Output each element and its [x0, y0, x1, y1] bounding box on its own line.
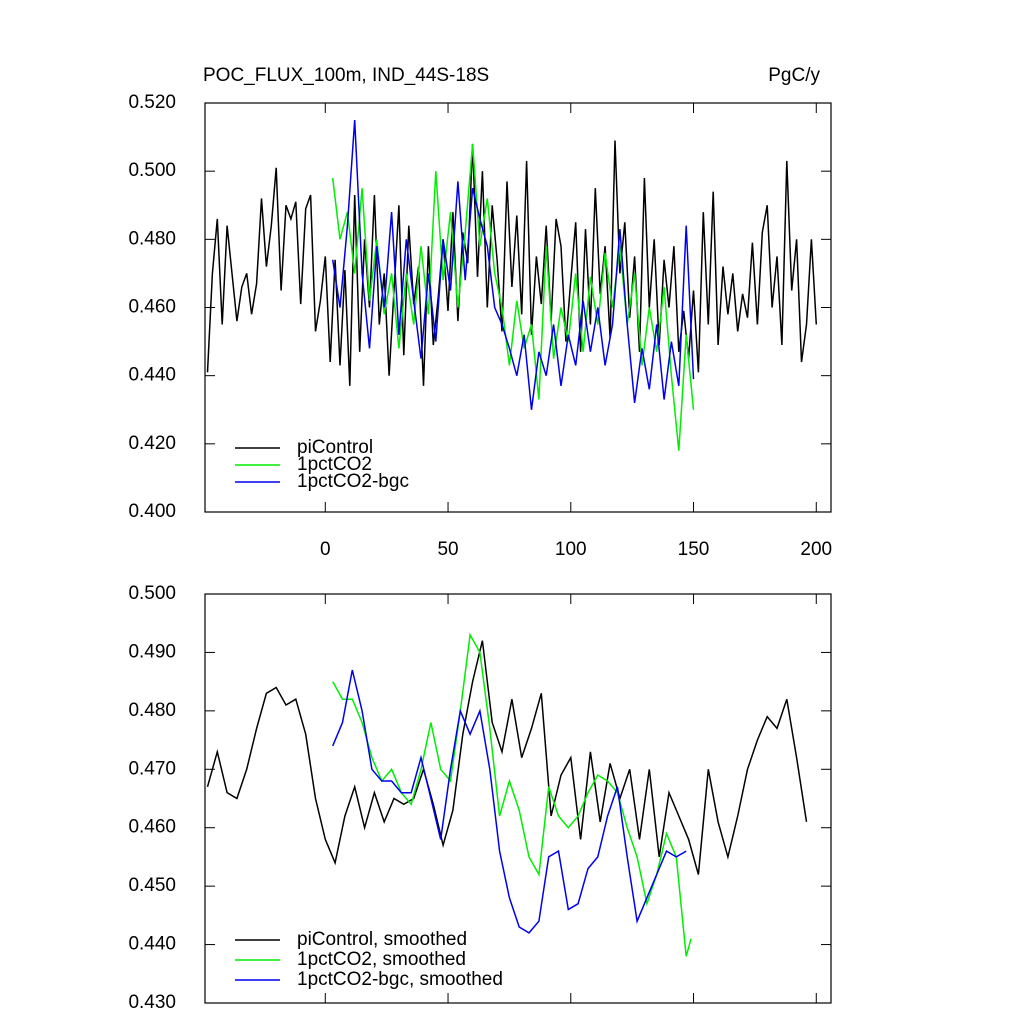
line-series [206, 640, 808, 875]
y-tick-label: 0.440 [128, 365, 176, 386]
line-series [332, 632, 692, 957]
legend-label: 1pctCO2-bgc, smoothed [297, 969, 503, 990]
y-tick-label: 0.430 [128, 992, 176, 1013]
y-tick-label: 0.440 [128, 934, 176, 955]
y-tick-label: 0.480 [128, 228, 176, 249]
legend-label: 1pctCO2, smoothed [297, 949, 466, 970]
chart-title: POC_FLUX_100m, IND_44S-18S [203, 65, 489, 86]
x-tick-label: 200 [800, 539, 832, 560]
y-tick-label: 0.500 [128, 583, 176, 604]
legend-label: piControl [297, 437, 373, 458]
line-series [332, 669, 687, 934]
legend-label: piControl, smoothed [297, 929, 467, 950]
y-tick-label: 0.500 [128, 160, 176, 181]
units-label: PgC/y [768, 65, 820, 86]
line-series [331, 119, 695, 410]
y-tick-label: 0.490 [128, 641, 176, 662]
y-tick-label: 0.450 [128, 875, 176, 896]
line-series [331, 143, 695, 451]
x-tick-label: 150 [678, 539, 710, 560]
x-tick-label: 0 [320, 539, 331, 560]
y-tick-label: 0.470 [128, 758, 176, 779]
y-tick-label: 0.460 [128, 817, 176, 838]
line-series [206, 140, 818, 386]
y-tick-label: 0.400 [128, 501, 176, 522]
plot-frame [204, 593, 832, 1004]
y-tick-label: 0.520 [128, 92, 176, 113]
y-tick-label: 0.460 [128, 297, 176, 318]
y-tick-label: 0.420 [128, 433, 176, 454]
legend-label: 1pctCO2-bgc [297, 471, 409, 492]
x-tick-label: 50 [437, 539, 458, 560]
x-tick-label: 100 [555, 539, 587, 560]
legend-label: 1pctCO2 [297, 454, 372, 475]
y-tick-label: 0.480 [128, 700, 176, 721]
